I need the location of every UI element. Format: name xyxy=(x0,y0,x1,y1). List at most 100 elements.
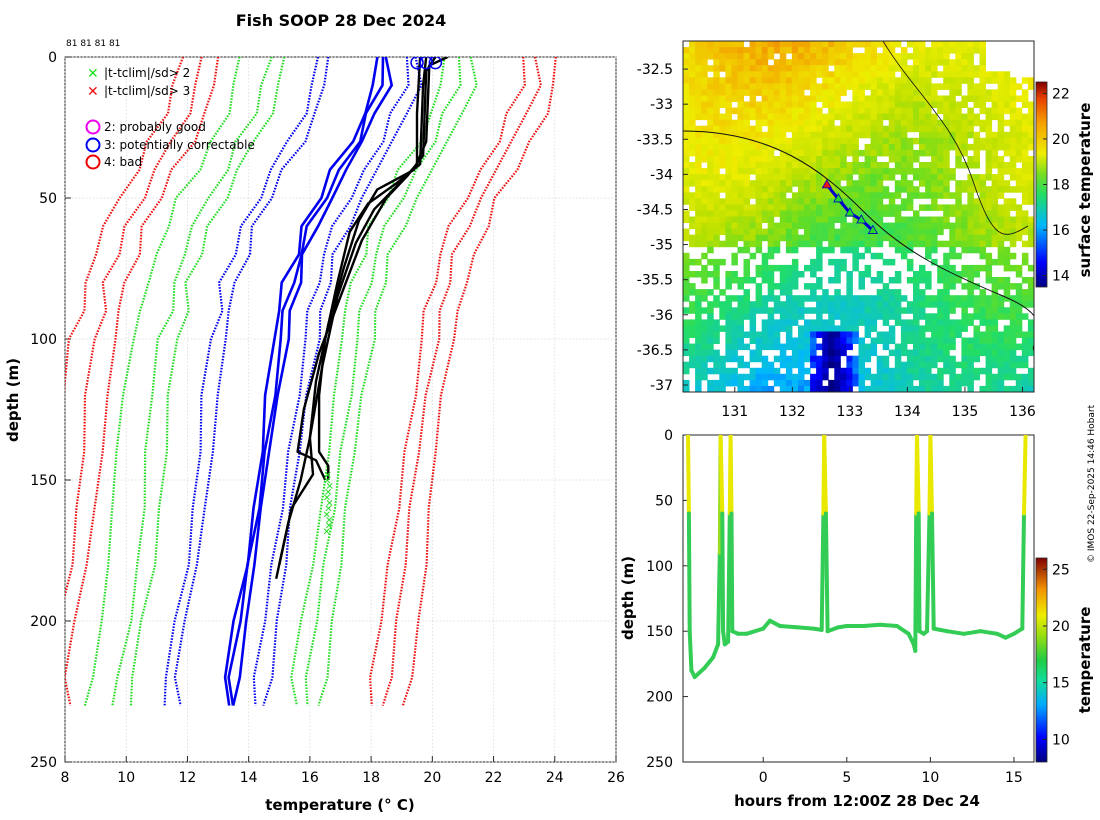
depth-time-series xyxy=(686,435,1028,679)
sst-cell xyxy=(798,119,805,127)
sst-cell xyxy=(695,156,702,163)
sst-cell xyxy=(870,77,878,84)
sst-cell xyxy=(816,180,823,187)
sst-cell xyxy=(773,222,781,230)
sst-cell xyxy=(828,204,835,211)
sst-cell xyxy=(810,343,817,351)
depth-time-segment xyxy=(945,629,966,636)
sst-cell xyxy=(894,149,902,157)
sst-cell xyxy=(761,343,769,351)
sst-cell xyxy=(707,168,714,175)
sst-cell xyxy=(767,131,775,139)
sst-cell xyxy=(852,101,859,108)
sst-cell xyxy=(749,168,757,175)
sst-cell xyxy=(937,83,944,90)
sst-cell xyxy=(973,271,980,278)
sst-cell xyxy=(991,307,999,314)
sst-cell xyxy=(804,349,811,357)
sst-cell xyxy=(798,234,805,242)
sst-cell xyxy=(701,307,708,314)
sst-cell xyxy=(913,307,920,314)
sst-cell xyxy=(1009,125,1017,133)
sst-cell xyxy=(876,228,884,236)
sst-cell xyxy=(810,143,817,151)
sst-cell xyxy=(767,113,775,121)
sst-cell xyxy=(725,125,732,133)
sst-cell xyxy=(719,210,726,217)
sst-cell xyxy=(852,143,859,151)
sst-cell xyxy=(725,301,732,308)
sst-cell xyxy=(804,379,811,387)
sst-cell xyxy=(870,47,878,54)
sst-cell xyxy=(791,277,799,284)
sst-cell xyxy=(767,337,775,344)
sst-cell xyxy=(791,228,799,236)
sst-cell xyxy=(846,361,853,369)
sst-cell xyxy=(870,222,878,230)
sst-cell xyxy=(707,204,714,211)
sst-cell xyxy=(822,156,829,163)
sst-cell xyxy=(810,216,817,223)
sst-cell xyxy=(937,313,944,320)
sst-cell xyxy=(858,198,865,205)
sst-cell xyxy=(767,168,775,175)
sst-cell xyxy=(713,95,720,102)
sst-cell xyxy=(985,119,993,127)
x-tick-label: 8 xyxy=(61,770,70,786)
sst-cell xyxy=(695,41,702,48)
sst-cell xyxy=(1009,101,1017,108)
sst-cell xyxy=(894,216,902,223)
legend-qc2-label: 2: probably good xyxy=(104,120,206,134)
sst-cell xyxy=(828,319,835,326)
sst-cell xyxy=(828,331,835,338)
sst-cell xyxy=(979,143,986,151)
sst-cell xyxy=(979,186,986,193)
sst-cell xyxy=(1021,277,1029,284)
sst-cell xyxy=(828,385,835,392)
sst-cell xyxy=(1027,162,1034,169)
sst-cell xyxy=(846,71,853,78)
sst-cell xyxy=(961,379,968,387)
sst-cell xyxy=(731,222,738,230)
sst-cell xyxy=(695,198,702,205)
sst-cell xyxy=(761,162,769,169)
sst-cell xyxy=(804,107,811,115)
sst-cell xyxy=(931,174,938,181)
sst-cell xyxy=(731,95,738,102)
sst-cell xyxy=(925,101,932,108)
sst-cell xyxy=(876,252,884,260)
sst-cell xyxy=(864,119,872,127)
sst-cell xyxy=(1021,258,1029,266)
sst-cell xyxy=(967,53,974,60)
sst-cell xyxy=(791,41,799,48)
sst-cell xyxy=(767,246,775,254)
depth-time-segment xyxy=(687,629,694,673)
sst-cell xyxy=(731,59,738,66)
sst-cell xyxy=(840,143,847,151)
temp-colorbar-tick-label: 10 xyxy=(1052,732,1070,748)
sst-cell xyxy=(791,240,799,248)
sst-cell xyxy=(997,246,1005,254)
sst-cell xyxy=(761,204,769,211)
sst-cell xyxy=(906,240,914,248)
sst-cell xyxy=(828,246,835,254)
depth-time-segment xyxy=(777,624,799,630)
sst-cell xyxy=(1009,198,1017,205)
sst-cell xyxy=(888,379,896,387)
sst-cell xyxy=(761,301,769,308)
sst-cell xyxy=(804,385,811,392)
sst-cell xyxy=(997,156,1005,163)
sst-cell xyxy=(997,337,1005,344)
sst-cell xyxy=(840,107,847,115)
sst-cell xyxy=(1009,373,1017,381)
sst-cell xyxy=(719,198,726,205)
sst-cell xyxy=(919,71,926,78)
sst-cell xyxy=(779,53,787,60)
sst-cell xyxy=(840,168,847,175)
sst-cell xyxy=(949,343,956,351)
sst-cell xyxy=(961,355,968,363)
sst-cell xyxy=(840,59,847,66)
sst-cell xyxy=(925,107,932,115)
sst-cell xyxy=(719,355,726,363)
